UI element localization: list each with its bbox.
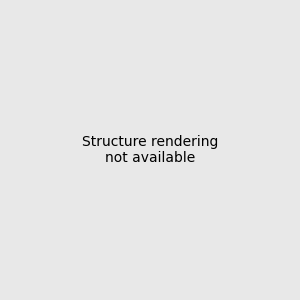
Text: Structure rendering
not available: Structure rendering not available	[82, 135, 218, 165]
